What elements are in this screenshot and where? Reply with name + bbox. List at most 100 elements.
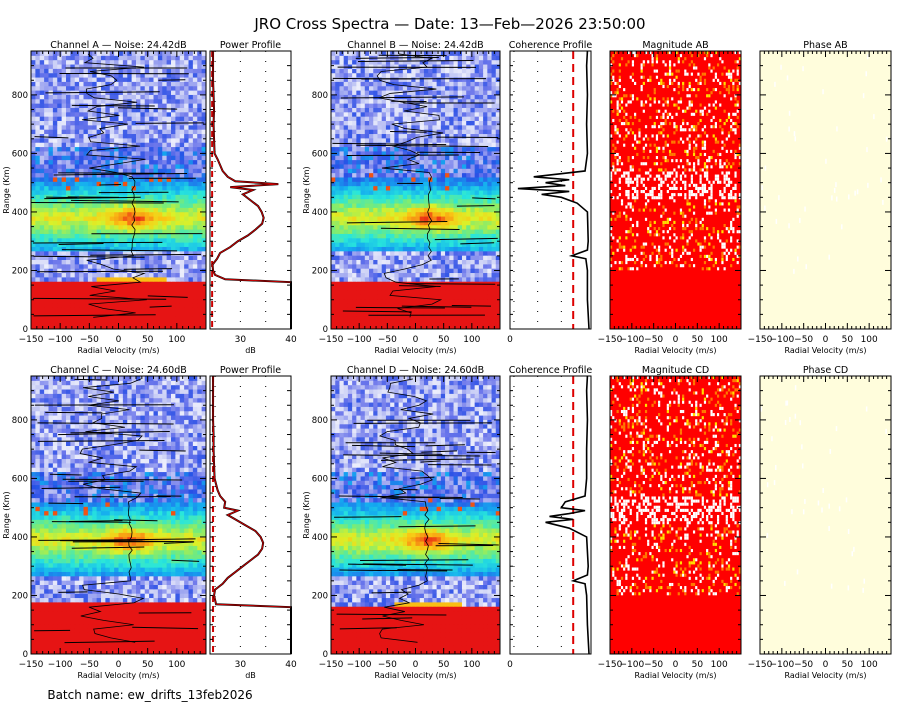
spectrum-cell: [48, 289, 54, 295]
spectrum-cell: [83, 159, 89, 165]
spectrum-cell: [96, 268, 102, 274]
spectrum-cell: [109, 55, 115, 61]
spectrum-cell: [96, 250, 102, 256]
spectrum-cell: [461, 289, 467, 295]
spectrum-cell: [398, 311, 404, 317]
spectrum-cell: [175, 72, 181, 78]
spectrum-cell: [179, 281, 185, 287]
spectrum-cell: [445, 124, 450, 130]
spectrum-cell: [470, 168, 476, 174]
spectrum-cell: [411, 172, 416, 178]
spectrum-cell: [390, 302, 395, 308]
spectrum-cell: [461, 185, 467, 191]
spectrum-cell: [136, 146, 141, 152]
spectrum-cell: [457, 207, 463, 213]
spectrum-cell: [162, 59, 168, 65]
spectrum-cell: [83, 211, 89, 217]
spectrum-cell: [491, 107, 497, 113]
spectrum-cell: [483, 107, 488, 113]
spectrum-cell: [423, 242, 429, 247]
spectrum-cell: [201, 116, 207, 121]
spectrum-cell: [461, 246, 467, 252]
spectrum-cell: [440, 285, 446, 291]
spectrum-cell: [487, 324, 493, 330]
spectrum-cell: [402, 159, 408, 165]
spectrum-cell: [92, 77, 98, 82]
spectrum-cell: [440, 320, 446, 326]
spectrum-cell: [114, 311, 119, 317]
spectrum-cell: [373, 307, 378, 313]
spectrum-cell: [335, 133, 340, 139]
spectrum-cell: [449, 272, 455, 278]
spectrum-cell: [48, 307, 54, 313]
spectrum-cell: [162, 129, 168, 135]
spectrum-cell: [79, 259, 84, 265]
spectrum-cell: [70, 124, 76, 130]
spectrum-cell: [192, 298, 198, 304]
spectrum-cell: [394, 194, 400, 200]
spectrum-cell: [162, 155, 168, 161]
spectrum-cell: [197, 233, 203, 239]
spectrum-cell: [440, 172, 446, 178]
spectrum-cell: [175, 272, 181, 278]
spectrum-cell: [52, 237, 58, 243]
spectrum-cell: [390, 246, 395, 252]
spectrum-cell: [96, 81, 102, 87]
spectrum-cell: [394, 307, 400, 313]
spectrum-cell: [449, 311, 455, 317]
spectrum-cell: [57, 124, 63, 130]
spectrum-cell: [131, 237, 137, 243]
spectrum-cell: [140, 155, 146, 161]
spectrum-cell: [184, 107, 189, 113]
spectrum-cell: [356, 233, 362, 239]
spectrum-cell: [483, 315, 488, 321]
spectrum-cell: [364, 107, 370, 113]
spectrum-cell: [197, 298, 203, 304]
spectrum-cell: [423, 320, 429, 326]
spectrum-cell: [461, 98, 467, 104]
spectrum-cell: [83, 129, 89, 135]
spectrum-cell: [347, 107, 353, 113]
spectrum-cell: [136, 59, 141, 65]
spectrum-cell: [153, 298, 159, 304]
spectrum-cell: [419, 255, 425, 260]
spectrum-cell: [470, 103, 476, 108]
spectrum-cell: [377, 116, 383, 121]
spectrum-cell: [144, 116, 150, 121]
spectrum-cell: [352, 242, 357, 247]
spectrum-cell: [79, 81, 84, 87]
spectrum-cell: [335, 211, 340, 217]
spectrum-cell: [127, 120, 133, 126]
spectrum-cell: [390, 94, 395, 100]
spectrum-cell: [495, 168, 501, 174]
spectrum-cell: [440, 190, 446, 195]
spectrum-cell: [149, 242, 154, 247]
spectrum-cell: [179, 103, 185, 108]
spectrum-cell: [35, 55, 41, 61]
spectrum-cell: [92, 142, 98, 148]
spectrum-cell: [415, 272, 421, 278]
spectrum-cell: [483, 255, 488, 260]
spectrum-cell: [461, 272, 467, 278]
spectrum-cell: [445, 85, 450, 91]
spectrum-cell: [461, 194, 467, 200]
spectrum-cell: [419, 224, 425, 230]
spectrum-cell: [331, 85, 336, 91]
spectrum-cell: [96, 168, 102, 174]
spectrum-cell: [140, 307, 146, 313]
spectrum-cell: [149, 124, 154, 130]
spectrum-cell: [432, 163, 438, 169]
spectrum-cell: [144, 59, 150, 65]
spectrum-cell: [331, 237, 336, 243]
spectrum-cell: [407, 103, 412, 108]
spectrum-cell: [474, 307, 480, 313]
spectrum-cell: [44, 246, 49, 252]
spectrum-cell: [140, 233, 146, 239]
spectrum-cell: [166, 77, 172, 82]
spectrum-cell: [188, 129, 194, 135]
spectrum-cell: [61, 259, 67, 265]
spectrum-cell: [136, 94, 141, 100]
spectrum-cell: [118, 124, 124, 130]
spectrum-cell: [352, 168, 357, 174]
spectrum-cell: [339, 163, 345, 169]
